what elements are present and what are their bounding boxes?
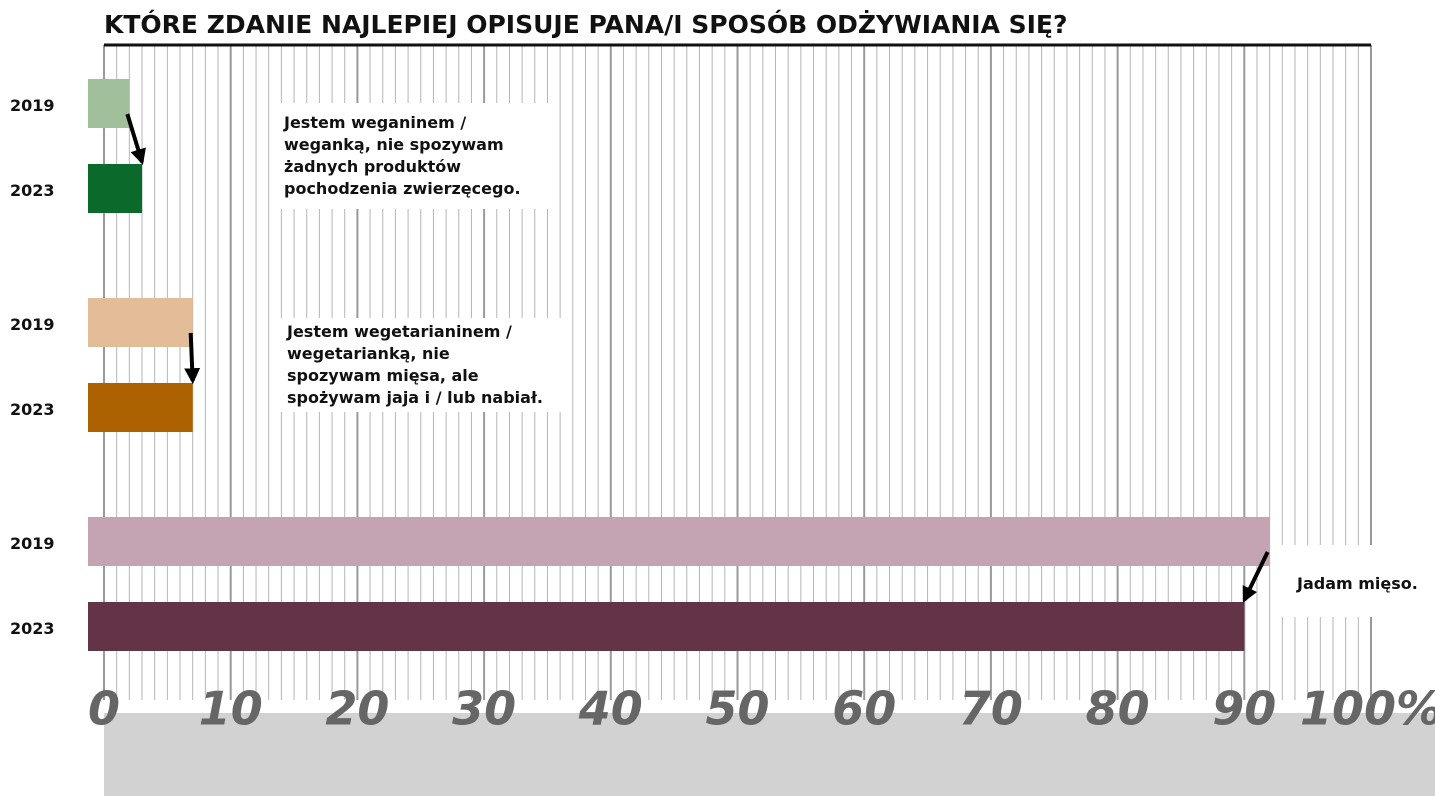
change-arrow [1242,551,1270,603]
annotation: Jestem weganinem / weganką, nie spozywam… [270,103,552,209]
year-label: 2023 [10,400,55,419]
x-tick-label: 0 [88,682,120,736]
x-tick-label: 40 [578,682,643,736]
x-tick-label: 30 [452,682,516,736]
year-label: 2019 [10,96,55,115]
x-tick-label: 60 [832,682,896,736]
bar [88,383,193,432]
x-tick-label: 100% [1300,682,1435,736]
year-label: 2019 [10,315,55,334]
x-tick-label: 80 [1086,682,1150,736]
bar [88,164,143,213]
bar [88,298,193,347]
bar [88,517,1270,566]
chart-title: KTÓRE ZDANIE NAJLEPIEJ OPISUJE PANA/I SP… [104,9,1068,39]
x-tick-label: 10 [199,682,263,736]
x-tick-label: 20 [325,682,389,736]
bar [88,602,1245,651]
year-label: 2023 [10,181,55,200]
annotation: Jestem wegetarianinem / wegetarianką, ni… [272,318,564,412]
year-label: 2023 [10,619,55,638]
change-arrow [184,332,201,385]
axis-band [104,713,1435,796]
bar [88,79,130,128]
annotation: Jadam mięso. [1281,545,1435,617]
x-tick-label: 70 [959,682,1023,736]
x-tick-label: 90 [1212,682,1276,736]
year-label: 2019 [10,534,55,553]
change-arrow [125,113,146,166]
x-tick-label: 50 [705,682,769,736]
